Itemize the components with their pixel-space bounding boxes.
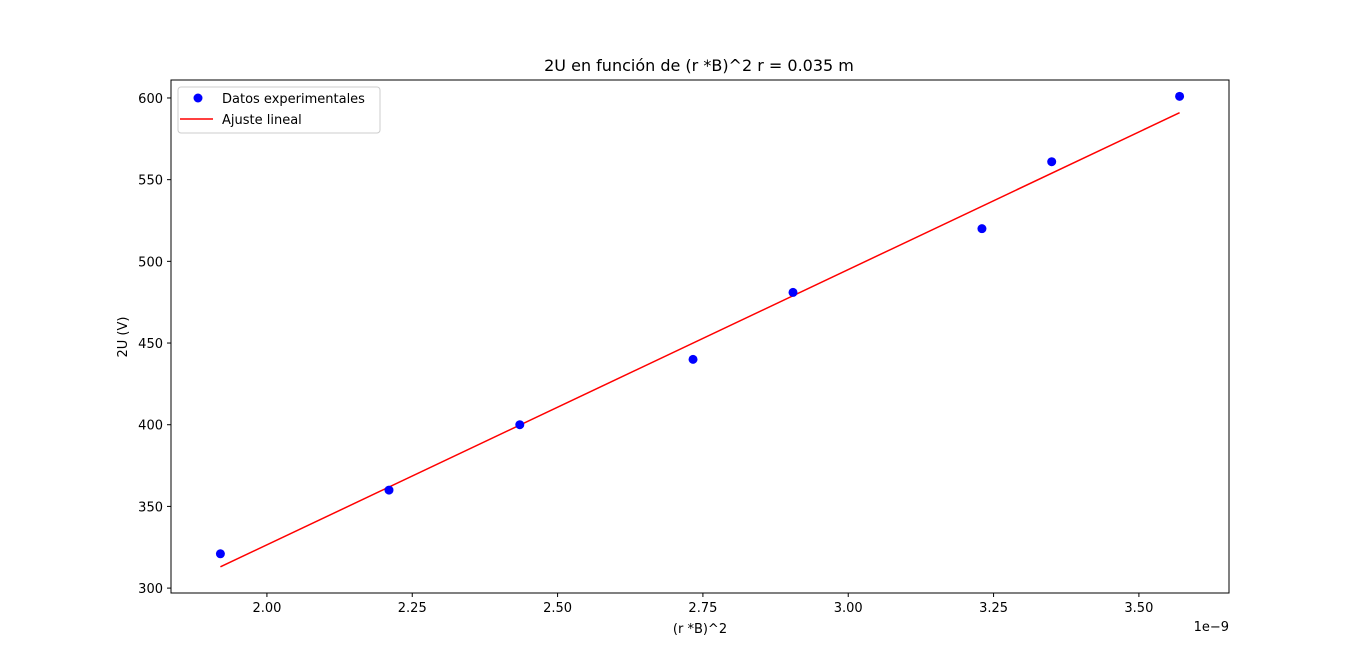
legend: Datos experimentales Ajuste lineal [177, 86, 381, 134]
x-tick-label: 2.25 [398, 601, 427, 616]
data-point [215, 549, 225, 559]
data-point [384, 485, 394, 495]
x-tick-label: 3.25 [979, 601, 1008, 616]
x-tick-label: 2.00 [252, 601, 281, 616]
y-tick-label: 500 [138, 255, 163, 270]
x-tick-label: 3.50 [1124, 601, 1153, 616]
legend-marker-datos [193, 93, 203, 103]
x-axis-offset-label: 1e−9 [1194, 620, 1229, 635]
data-point [1175, 91, 1185, 101]
y-tick-label: 400 [138, 419, 163, 434]
y-axis-ticks: 300 350 400 450 500 550 600 [138, 92, 171, 597]
y-tick-label: 600 [138, 92, 163, 107]
legend-label-ajuste: Ajuste lineal [222, 113, 302, 128]
data-point [1047, 157, 1057, 167]
x-axis-label: (r *B)^2 [673, 622, 727, 637]
x-tick-label: 2.75 [688, 601, 717, 616]
y-tick-label: 450 [138, 337, 163, 352]
y-axis-label: 2U (V) [116, 317, 131, 358]
data-point [515, 420, 525, 430]
x-tick-label: 2.50 [543, 601, 572, 616]
chart-title: 2U en función de (r *B)^2 r = 0.035 m [544, 56, 854, 75]
x-axis-ticks: 2.00 2.25 2.50 2.75 3.00 3.25 3.50 [252, 593, 1153, 616]
data-point [788, 287, 798, 297]
data-point [688, 354, 698, 364]
y-tick-label: 350 [138, 500, 163, 515]
legend-box [177, 86, 381, 134]
axes-frame [170, 79, 1230, 594]
legend-label-datos: Datos experimentales [222, 92, 365, 107]
y-tick-label: 550 [138, 174, 163, 189]
y-tick-label: 300 [138, 582, 163, 597]
fit-line [220, 111, 1180, 568]
x-tick-label: 3.00 [834, 601, 863, 616]
data-point [977, 224, 987, 234]
plot-area [170, 79, 1230, 594]
series-layer [215, 91, 1185, 568]
